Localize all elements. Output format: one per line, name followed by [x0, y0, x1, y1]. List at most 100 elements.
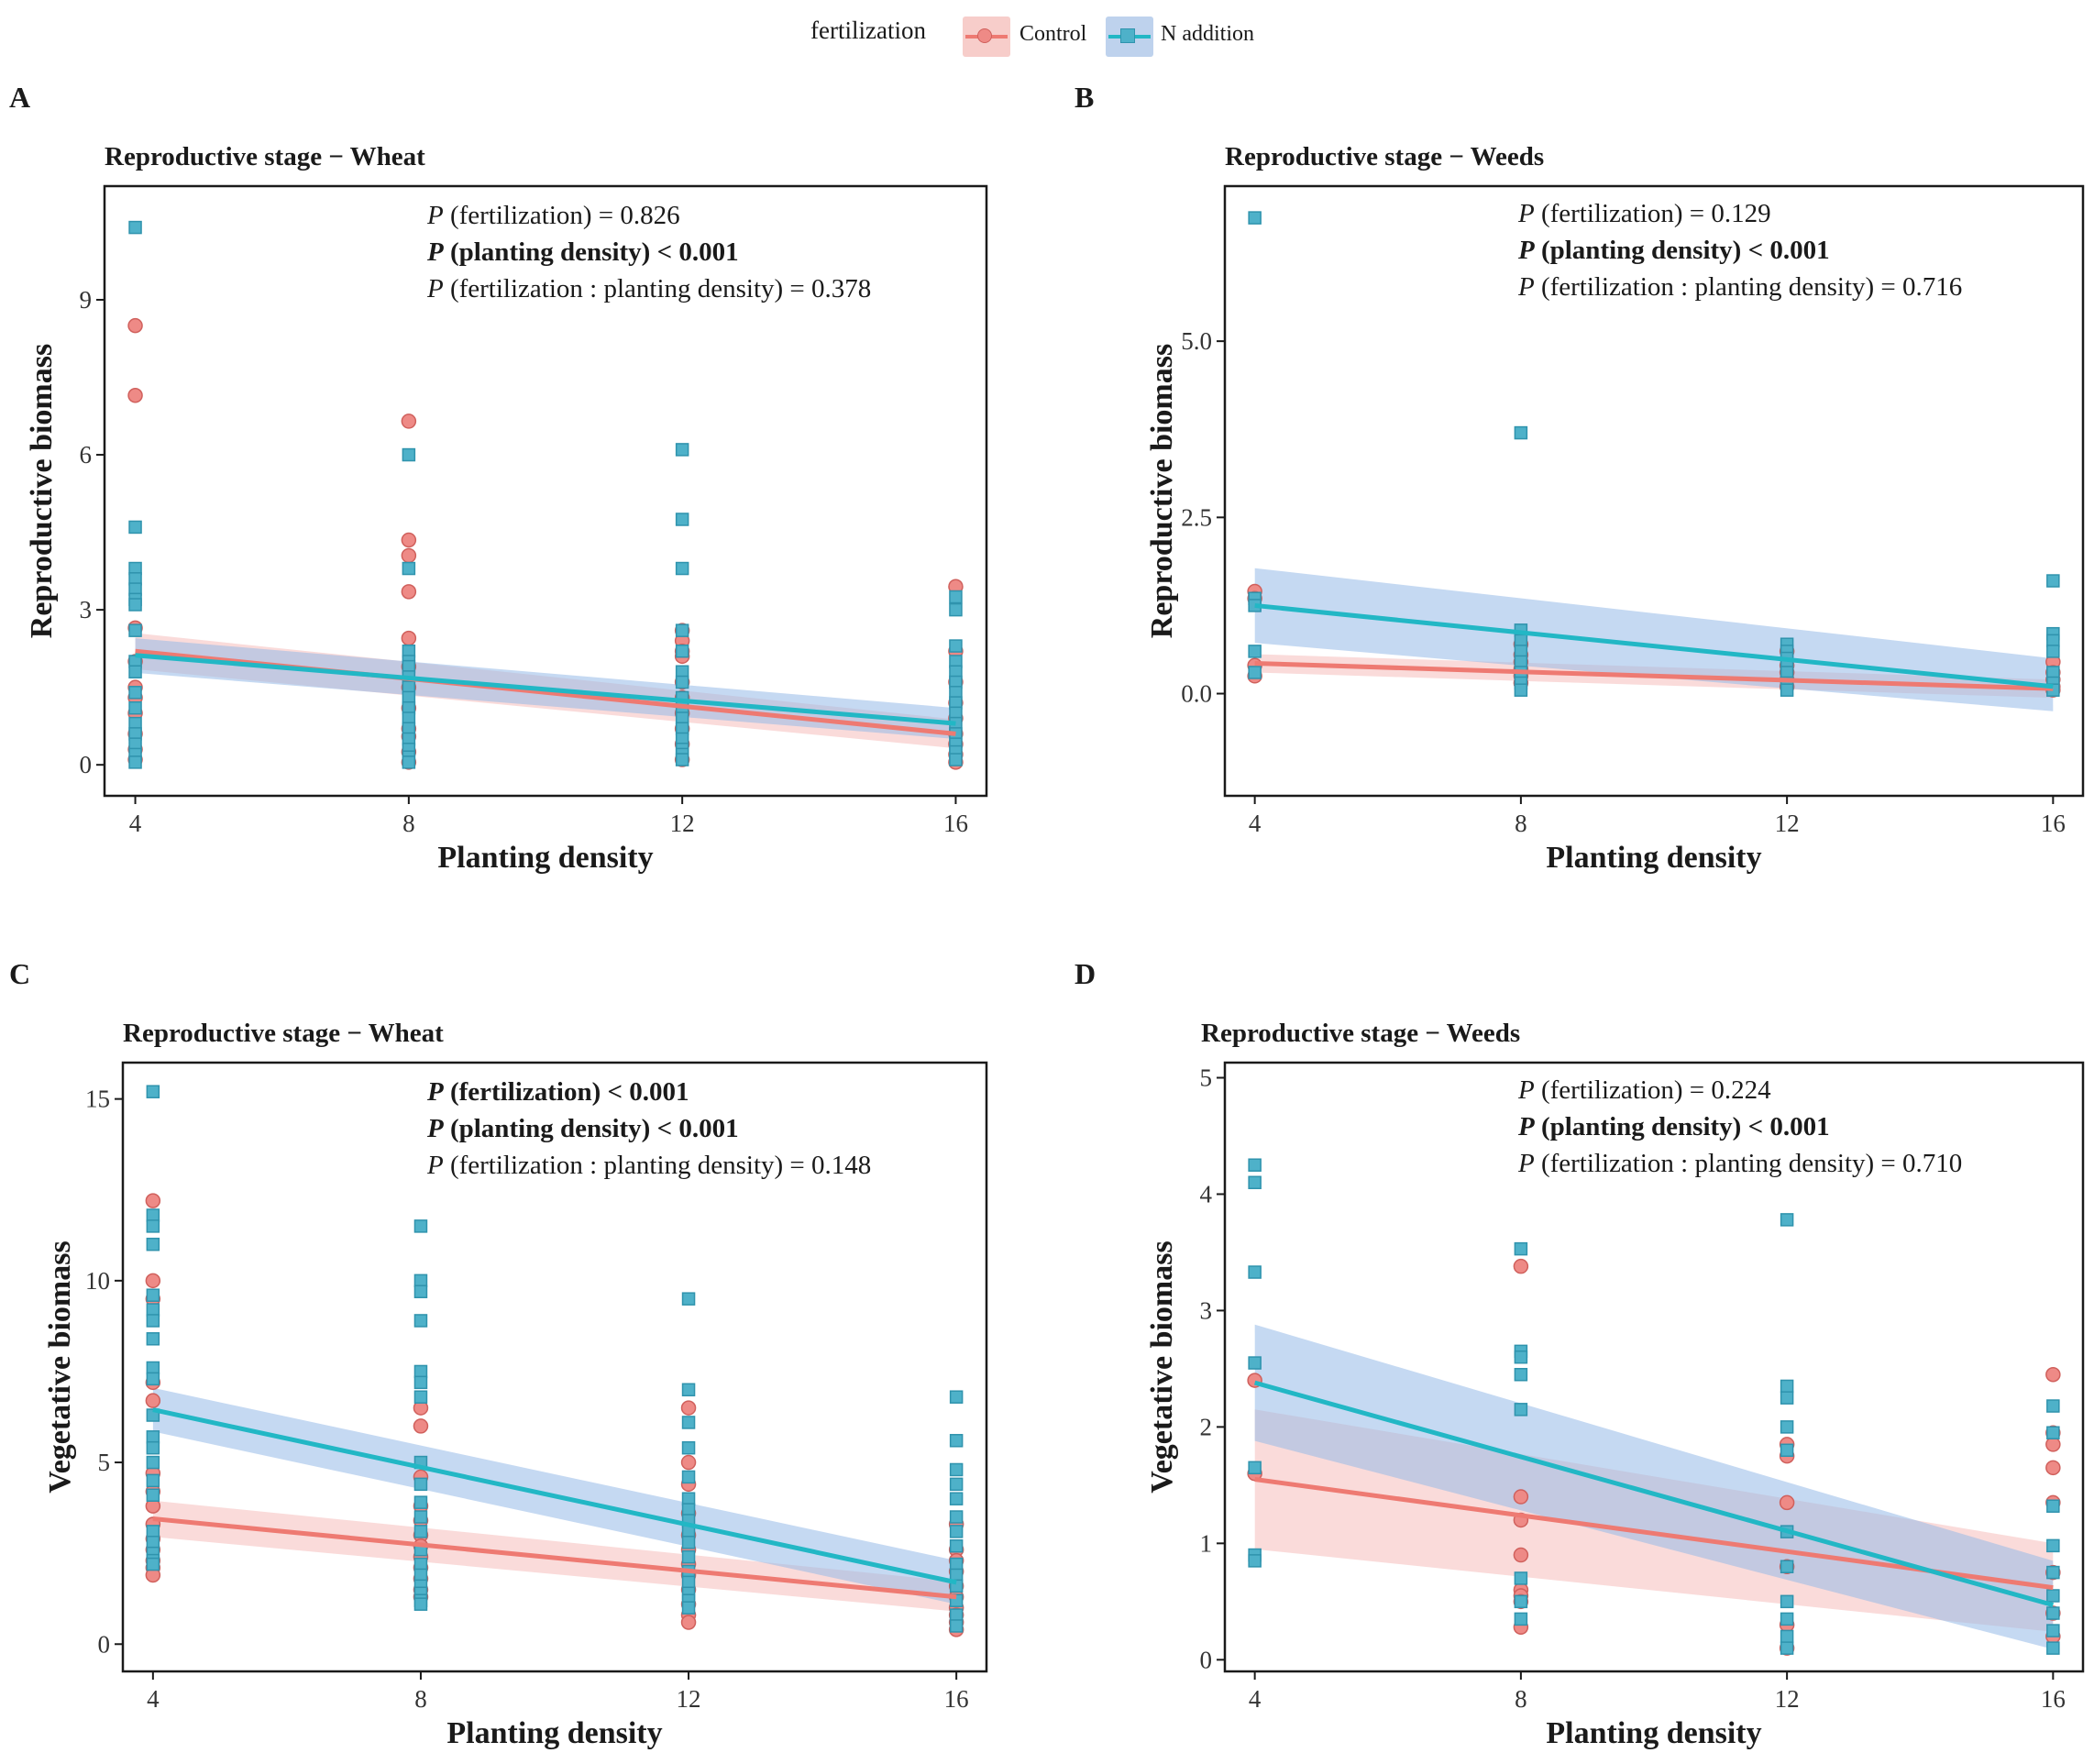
panel-c-point-n-addition: [681, 1383, 696, 1397]
panel-a-point-n-addition: [675, 753, 689, 766]
panel-d-point-n-addition: [1514, 1368, 1528, 1382]
panel-b-fit-line-control: [1254, 660, 2054, 691]
panel-c-point-control: [413, 1418, 429, 1434]
panel-a-x-tick-label: 4: [129, 810, 142, 837]
panel-c-point-n-addition: [413, 1557, 428, 1571]
panel-d-point-n-addition: [2046, 1399, 2060, 1413]
panel-c-stat-annotation: P (fertilization : planting density) = 0…: [426, 1151, 871, 1180]
panel-c-point-n-addition: [681, 1536, 696, 1549]
panel-d-point-n-addition: [1248, 1175, 1262, 1190]
panel-b: Reproductive stage − Weeds 4 8 12 16 0.0 2.5 5.…: [1145, 142, 2085, 875]
panel-d-point-control: [2045, 1437, 2061, 1452]
panel-a-point-n-addition: [128, 665, 142, 678]
panel-d-point-control: [1513, 1489, 1529, 1505]
panel-d-frame: [1223, 1061, 2085, 1673]
panel-b-point-n-addition: [2046, 645, 2060, 658]
panel-c-point-n-addition: [146, 1303, 160, 1317]
panel-d-point-n-addition: [2046, 1641, 2060, 1655]
panel-a-point-n-addition: [128, 623, 142, 637]
panel-a-point-n-addition: [128, 686, 142, 700]
panel-a-point-control: [127, 387, 143, 403]
panel-d-title: Reproductive stage − Weeds: [1201, 1019, 1520, 1048]
panel-d-y-tick-label: 2: [1200, 1413, 1213, 1440]
panel-d-point-n-addition: [1780, 1641, 1794, 1655]
panel-c-point-n-addition: [413, 1597, 428, 1611]
panel-b-y-axis-label: Reproductive biomass: [1145, 344, 1179, 638]
panel-a-fit-line-n-addition: [135, 653, 956, 726]
panel-d-stat-annotation: P (planting density) < 0.001: [1517, 1112, 1830, 1141]
panel-a-y-tick-label: 6: [80, 441, 93, 469]
panel-c-point-n-addition: [146, 1455, 160, 1470]
panel-c-point-n-addition: [146, 1314, 160, 1328]
panel-a-point-n-addition: [949, 753, 963, 766]
panel-d-point-n-addition: [1248, 1158, 1262, 1172]
panel-b-x-tick-label: 16: [2041, 810, 2066, 837]
panel-b-x-axis-label: Planting density: [1546, 841, 1761, 875]
panel-c-point-n-addition: [949, 1608, 964, 1622]
panel-c-x-tick-label: 4: [147, 1685, 160, 1713]
panel-d-point-n-addition: [1780, 1391, 1794, 1405]
panel-d-point-n-addition: [2046, 1589, 2060, 1603]
panel-a-point-n-addition: [675, 443, 689, 457]
panel-d-point-n-addition: [1780, 1379, 1794, 1394]
panel-c-point-n-addition: [949, 1525, 964, 1538]
panel-d-point-control: [1513, 1258, 1529, 1274]
panel-c-point-n-addition: [949, 1619, 964, 1633]
panel-a-plot-area: [127, 220, 964, 770]
legend: fertilization Control N addition: [0, 17, 2094, 57]
panel-b-letter: B: [1075, 81, 1095, 114]
panel-c-point-n-addition: [413, 1284, 428, 1298]
panel-a-point-n-addition: [128, 700, 142, 715]
panel-d-point-n-addition: [1514, 1241, 1528, 1256]
panel-c-point-n-addition: [146, 1430, 160, 1444]
panel-c-stat-annotation: P (fertilization) < 0.001: [426, 1077, 689, 1107]
panel-b-point-n-addition: [1248, 666, 1262, 679]
panel-c-point-n-addition: [146, 1525, 160, 1538]
panel-d-point-n-addition: [2046, 1426, 2060, 1439]
panel-c-point-n-addition: [681, 1549, 696, 1564]
panel-c-point-n-addition: [413, 1390, 428, 1404]
legend-label-control: Control: [1019, 22, 1087, 46]
panel-b-point-n-addition: [2046, 574, 2060, 588]
panel-b-band-n-addition: [1254, 568, 2054, 711]
panel-c-point-n-addition: [681, 1440, 696, 1455]
panel-c-point-n-addition: [949, 1462, 964, 1477]
panel-a-point-n-addition: [949, 602, 963, 617]
panel-d-y-axis-label: Vegetative biomass: [1145, 1240, 1179, 1493]
panel-d-point-n-addition: [2046, 1606, 2060, 1620]
panel-a-stat-annotation: P (planting density) < 0.001: [426, 237, 739, 267]
panel-c-point-n-addition: [949, 1538, 964, 1553]
panel-d-y-tick-label: 0: [1200, 1646, 1213, 1673]
panel-c-point-n-addition: [681, 1470, 696, 1484]
panel-d-y-tick-label: 1: [1200, 1529, 1213, 1557]
panel-d-y-tick-label: 3: [1200, 1296, 1213, 1324]
panel-a-point-n-addition: [128, 598, 142, 612]
panel-b-point-n-addition: [1248, 211, 1262, 225]
panel-d-point-n-addition: [1780, 1443, 1794, 1458]
panel-a-x-axis-label: Planting density: [437, 841, 653, 875]
panel-c-point-n-addition: [949, 1390, 964, 1404]
panel-c-point-n-addition: [681, 1492, 696, 1505]
panel-a-point-n-addition: [402, 561, 416, 576]
panel-c-point-n-addition: [146, 1288, 160, 1302]
panel-c-fit-line-control: [152, 1516, 957, 1600]
panel-c-letter: C: [9, 957, 31, 990]
panel-b-stat-annotation: P (planting density) < 0.001: [1517, 236, 1830, 265]
panel-c-y-tick-label: 15: [85, 1086, 110, 1113]
panel-a-letter: A: [9, 81, 31, 114]
panel-a-point-n-addition: [949, 590, 963, 604]
panel-a-y-tick-label: 3: [80, 596, 93, 623]
panel-a-point-control: [401, 584, 417, 600]
panel-c-point-control: [145, 1393, 161, 1408]
panel-b-plot-area: [1247, 211, 2061, 711]
panel-d-x-tick-label: 4: [1249, 1685, 1262, 1713]
panel-c-point-control: [145, 1273, 161, 1289]
panel-b-stat-annotation: P (fertilization) = 0.129: [1517, 199, 1771, 228]
panel-a-point-n-addition: [949, 639, 963, 653]
panel-d-point-n-addition: [1780, 1629, 1794, 1644]
panel-d-point-control: [1513, 1547, 1529, 1563]
panel-d-point-n-addition: [1780, 1560, 1794, 1573]
panel-c-point-n-addition: [146, 1440, 160, 1455]
panel-d-y-tick-label: 5: [1200, 1064, 1213, 1092]
